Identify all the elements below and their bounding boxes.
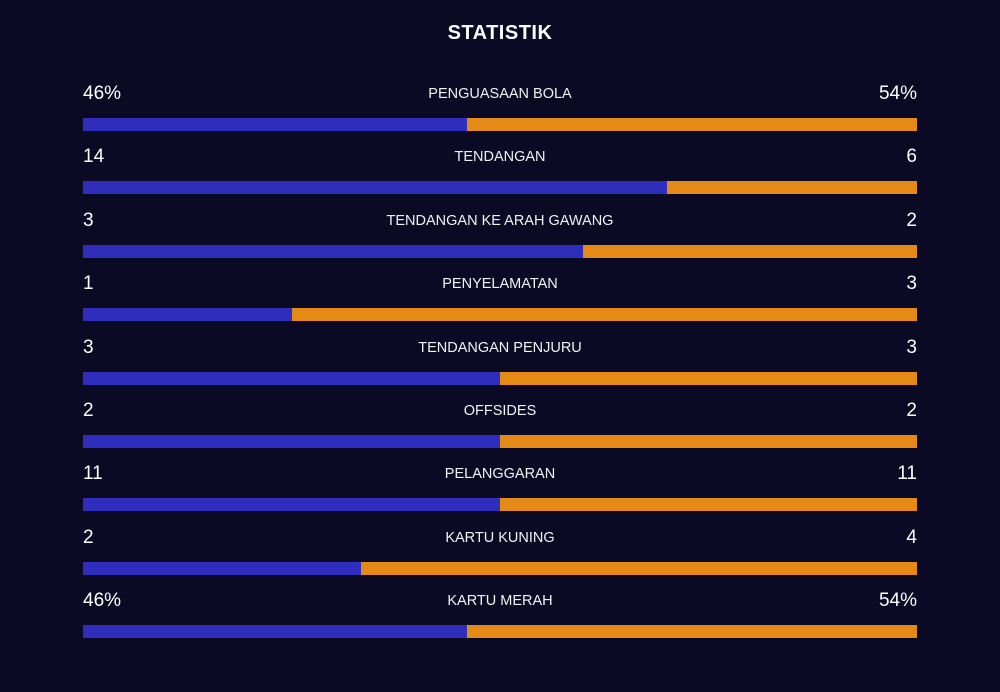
stat-label: TENDANGAN	[454, 149, 546, 166]
home-value: 2	[83, 399, 94, 421]
stat-row-saves: 1 PENYELAMATAN 3	[83, 270, 917, 333]
stat-row-shots: 14 TENDANGAN 6	[83, 143, 917, 206]
home-value: 3	[83, 209, 94, 231]
away-value: 2	[906, 399, 917, 421]
stat-label: KARTU MERAH	[447, 593, 553, 610]
home-value: 2	[83, 526, 94, 548]
away-bar	[291, 308, 917, 322]
home-bar	[83, 308, 292, 322]
away-value: 2	[906, 209, 917, 231]
away-value: 4	[906, 526, 917, 548]
stat-label: OFFSIDES	[463, 402, 537, 419]
stats-list: 46% PENGUASAAN BOLA 54% 14 TENDANGAN 6	[83, 80, 917, 651]
home-value: 46%	[83, 590, 122, 612]
home-bar	[83, 434, 500, 448]
away-value: 3	[906, 273, 917, 295]
comparison-bar	[83, 498, 917, 512]
away-value: 54%	[878, 83, 917, 104]
home-bar	[83, 244, 584, 258]
home-value: 46%	[83, 83, 122, 104]
away-bar	[500, 498, 917, 512]
comparison-bar	[83, 244, 917, 258]
home-value: 14	[83, 146, 105, 168]
away-value: 54%	[878, 590, 917, 612]
away-value: 11	[897, 463, 917, 485]
stat-row-yellow-cards: 2 KARTU KUNING 4	[83, 524, 917, 587]
away-bar	[500, 434, 917, 448]
away-bar	[666, 181, 917, 195]
home-value: 11	[83, 463, 103, 485]
away-bar	[583, 244, 917, 258]
home-bar	[83, 625, 467, 639]
away-bar	[500, 371, 917, 385]
away-bar	[466, 625, 917, 639]
stat-row-fouls: 11 PELANGGARAN 11	[83, 460, 917, 523]
home-value: 1	[83, 273, 94, 295]
stat-label: TENDANGAN KE ARAH GAWANG	[386, 212, 614, 229]
comparison-bar	[83, 625, 917, 639]
stat-row-possession: 46% PENGUASAAN BOLA 54%	[83, 80, 917, 143]
home-bar	[83, 561, 361, 575]
comparison-bar	[83, 434, 917, 448]
home-bar	[83, 181, 667, 195]
stat-row-offsides: 2 OFFSIDES 2	[83, 397, 917, 460]
away-value: 6	[906, 146, 917, 168]
stat-label: TENDANGAN PENJURU	[418, 339, 582, 356]
comparison-bar	[83, 371, 917, 385]
comparison-bar	[83, 561, 917, 575]
stat-label: PELANGGARAN	[444, 466, 556, 483]
away-bar	[360, 561, 917, 575]
away-bar	[466, 118, 917, 131]
stat-row-red-cards: 46% KARTU MERAH 54%	[83, 587, 917, 650]
home-bar	[83, 118, 467, 131]
comparison-bar	[83, 308, 917, 322]
page-title: STATISTIK	[447, 22, 553, 44]
stat-row-shots-on-target: 3 TENDANGAN KE ARAH GAWANG 2	[83, 207, 917, 270]
stat-label: KARTU KUNING	[445, 529, 555, 546]
stat-row-corners: 3 TENDANGAN PENJURU 3	[83, 334, 917, 397]
comparison-bar	[83, 181, 917, 195]
away-value: 3	[906, 336, 917, 358]
home-value: 3	[83, 336, 94, 358]
stat-label: PENGUASAAN BOLA	[428, 86, 572, 102]
comparison-bar	[83, 118, 917, 131]
home-bar	[83, 498, 500, 512]
stat-label: PENYELAMATAN	[442, 276, 558, 293]
home-bar	[83, 371, 500, 385]
